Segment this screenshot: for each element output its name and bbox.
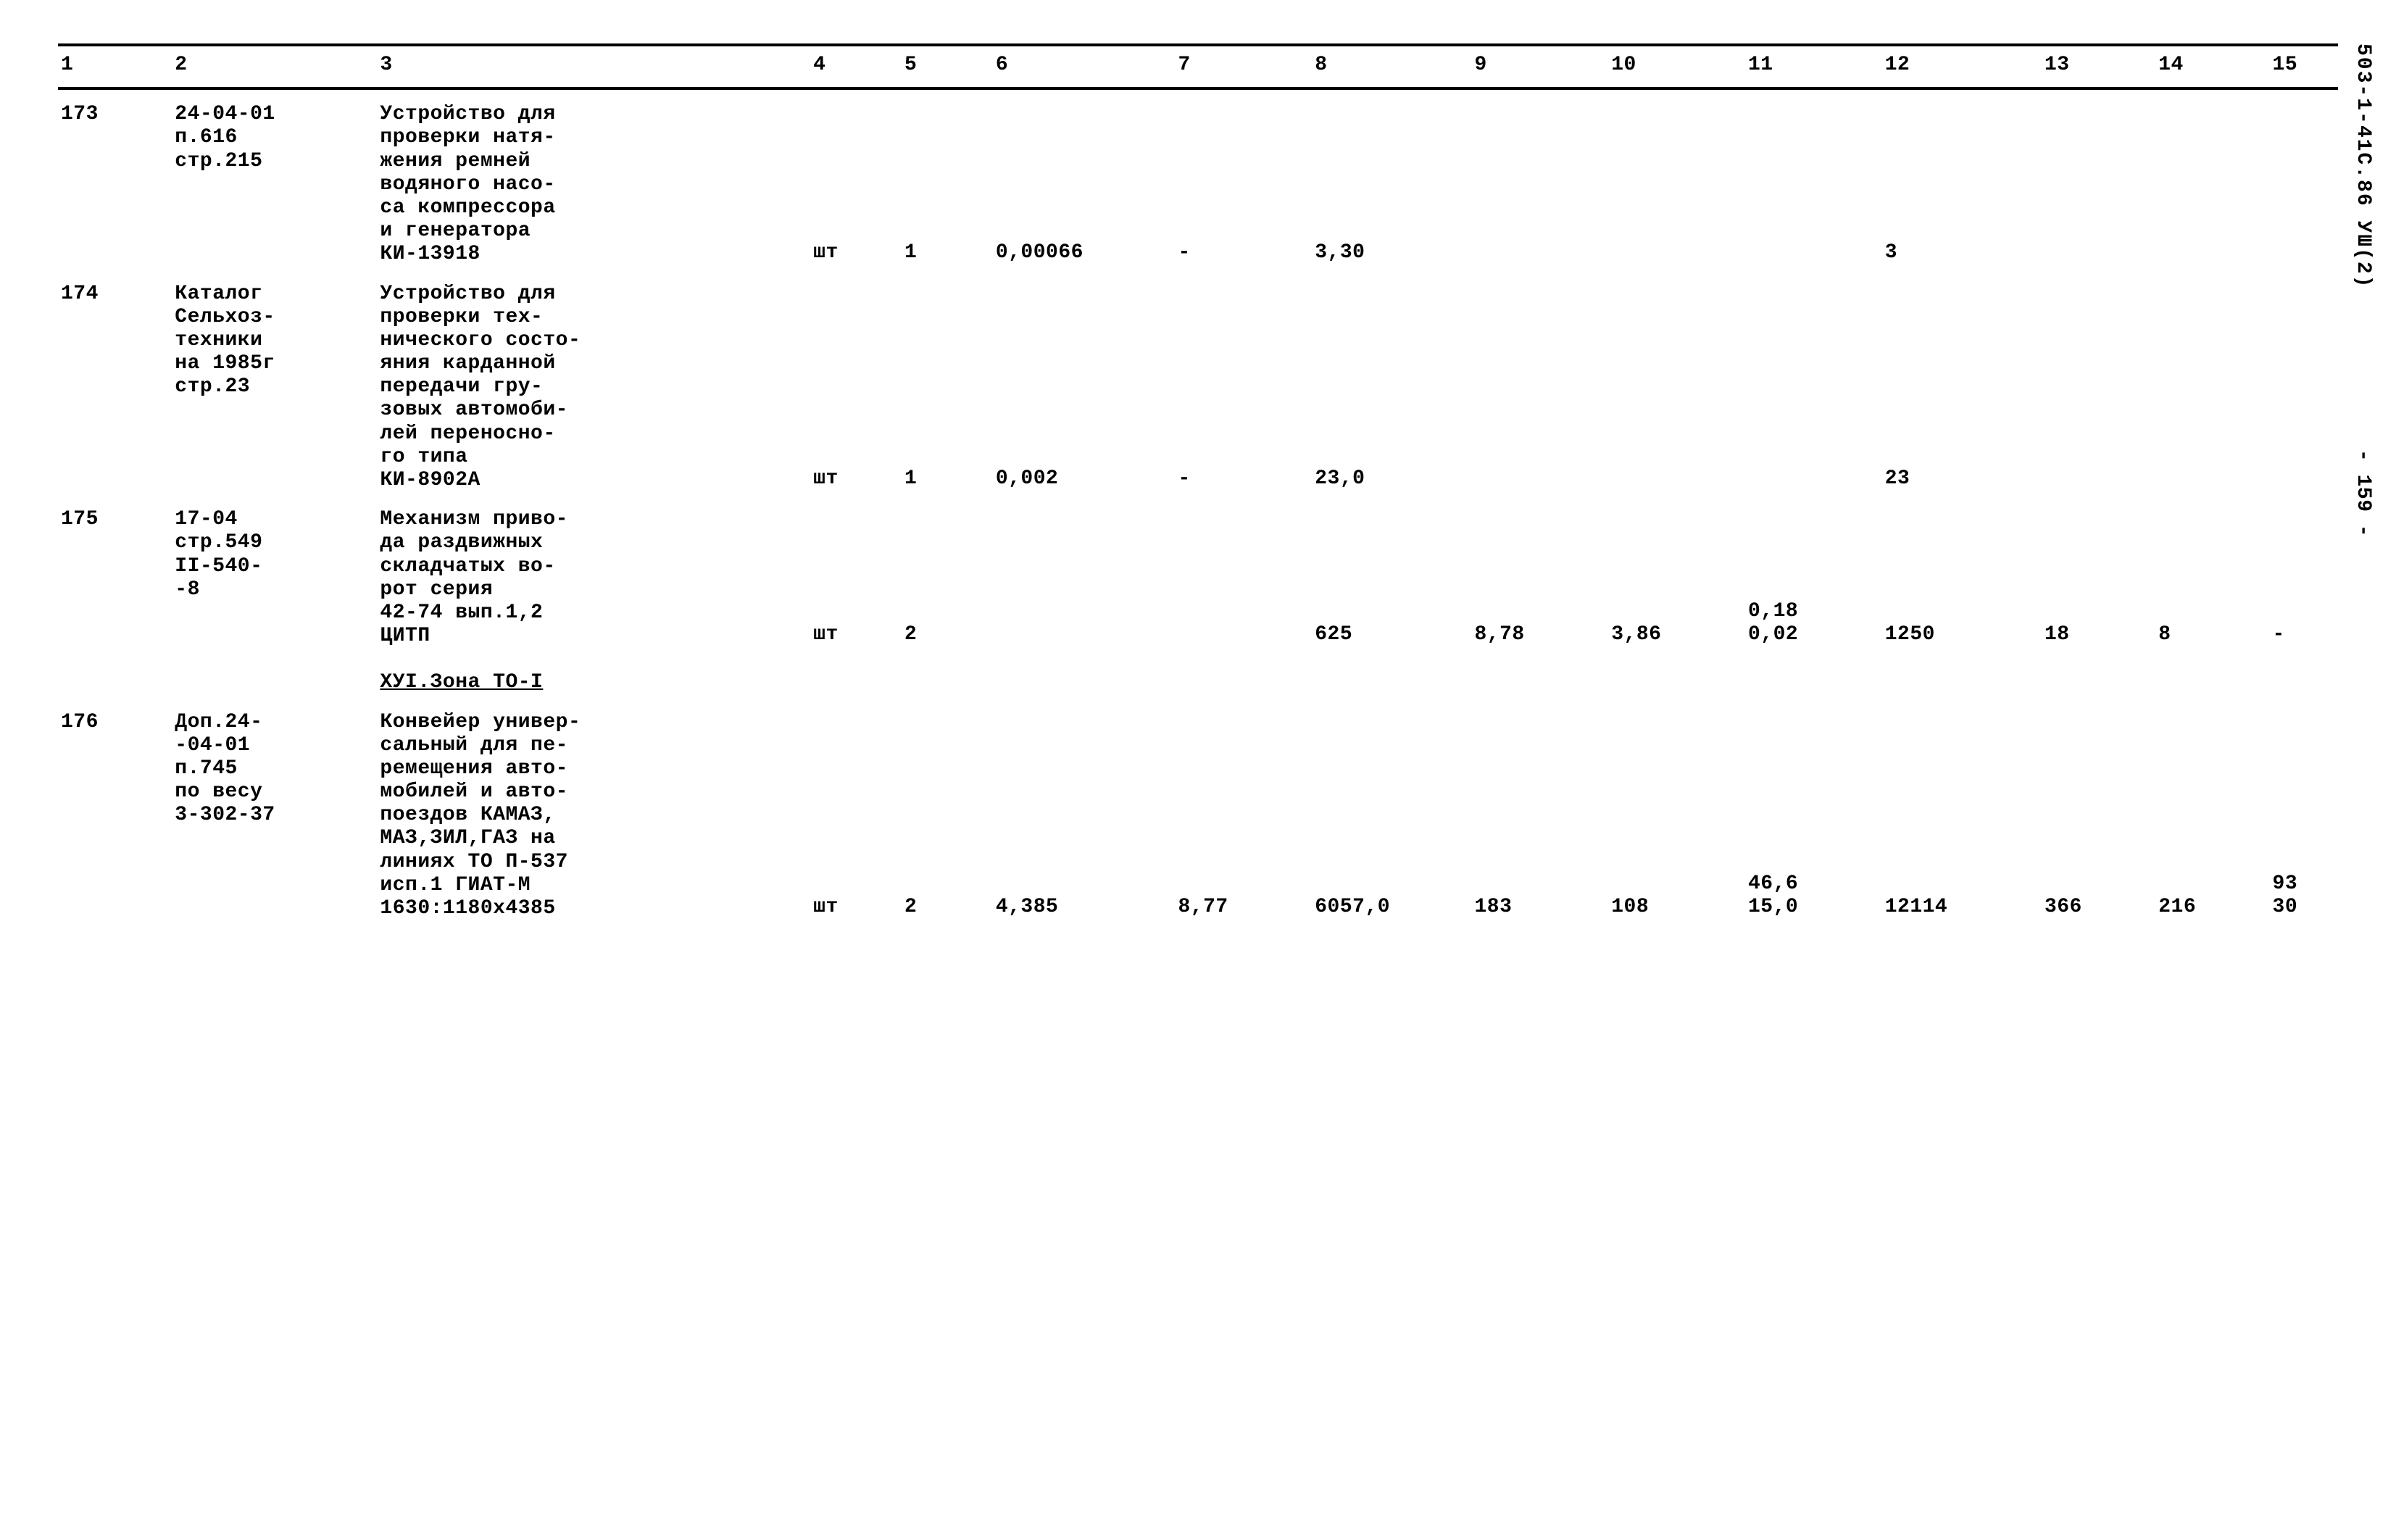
col-header-12: 12 xyxy=(1882,45,2042,88)
cell-c3: Устройство для проверки тех- нического с… xyxy=(377,270,810,496)
side-page-number: - 159 - xyxy=(2351,449,2374,537)
cell-c1: 175 xyxy=(58,495,172,651)
cell-c6: 4,385 xyxy=(993,698,1176,924)
cell-c2: Каталог Сельхоз- техники на 1985г стр.23 xyxy=(172,270,377,496)
cell-c6: 0,00066 xyxy=(993,88,1176,269)
cell-c4: шт xyxy=(810,698,902,924)
cell-c2: 24-04-01 п.616 стр.215 xyxy=(172,88,377,269)
page-wrapper: 503-1-41С.86 УШ(2) - 159 - 1 2 3 4 5 6 7… xyxy=(58,43,2338,923)
col-header-9: 9 xyxy=(1471,45,1608,88)
cell-c2: Доп.24- -04-01 п.745 по весу 3-302-37 xyxy=(172,698,377,924)
cell-c6 xyxy=(993,495,1176,651)
cell-c14: 8 xyxy=(2155,495,2269,651)
cell-c5: 1 xyxy=(902,270,993,496)
cell-c13: 18 xyxy=(2042,495,2155,651)
col-header-13: 13 xyxy=(2042,45,2155,88)
cell-c14: 216 xyxy=(2155,698,2269,924)
cell-c8: 625 xyxy=(1312,495,1471,651)
cell-c10 xyxy=(1608,88,1745,269)
cell-c4: шт xyxy=(810,88,902,269)
cell-c10 xyxy=(1608,270,1745,496)
cell-c15: 93 30 xyxy=(2270,698,2338,924)
cell-c5: 2 xyxy=(902,495,993,651)
cell-c11 xyxy=(1745,88,1882,269)
col-header-14: 14 xyxy=(2155,45,2269,88)
cell-c14 xyxy=(2155,88,2269,269)
col-header-3: 3 xyxy=(377,45,810,88)
col-header-7: 7 xyxy=(1176,45,1313,88)
cell-c8: 6057,0 xyxy=(1312,698,1471,924)
cell-c3: Устройство для проверки натя- жения ремн… xyxy=(377,88,810,269)
cell-c5: 2 xyxy=(902,698,993,924)
col-header-4: 4 xyxy=(810,45,902,88)
cell-c3: Механизм приво- да раздвижных складчатых… xyxy=(377,495,810,651)
col-header-8: 8 xyxy=(1312,45,1471,88)
cell-c2: 17-04 стр.549 II-540- -8 xyxy=(172,495,377,651)
col-header-10: 10 xyxy=(1608,45,1745,88)
cell-c6: 0,002 xyxy=(993,270,1176,496)
table-row: 174Каталог Сельхоз- техники на 1985г стр… xyxy=(58,270,2338,496)
cell-c8: 3,30 xyxy=(1312,88,1471,269)
col-header-2: 2 xyxy=(172,45,377,88)
cell-c1: 173 xyxy=(58,88,172,269)
cell-c12: 3 xyxy=(1882,88,2042,269)
cell-c7 xyxy=(1176,495,1313,651)
col-header-1: 1 xyxy=(58,45,172,88)
equipment-table: 1 2 3 4 5 6 7 8 9 10 11 12 13 14 15 1732… xyxy=(58,43,2338,923)
table-header-row: 1 2 3 4 5 6 7 8 9 10 11 12 13 14 15 xyxy=(58,45,2338,88)
cell-c1: 176 xyxy=(58,698,172,924)
side-document-code: 503-1-41С.86 УШ(2) xyxy=(2351,43,2374,288)
cell-c11: 0,18 0,02 xyxy=(1745,495,1882,651)
cell-c9 xyxy=(1471,270,1608,496)
cell-c10: 108 xyxy=(1608,698,1745,924)
cell-c1: 174 xyxy=(58,270,172,496)
col-header-11: 11 xyxy=(1745,45,1882,88)
cell-c9 xyxy=(1471,88,1608,269)
section-title: ХУI.Зона ТО-I xyxy=(380,671,543,694)
cell-empty xyxy=(58,651,172,697)
cell-c12: 12114 xyxy=(1882,698,2042,924)
cell-c7: 8,77 xyxy=(1176,698,1313,924)
cell-c7: - xyxy=(1176,88,1313,269)
cell-c8: 23,0 xyxy=(1312,270,1471,496)
cell-c4: шт xyxy=(810,495,902,651)
cell-c15 xyxy=(2270,270,2338,496)
table-row: 176Доп.24- -04-01 п.745 по весу 3-302-37… xyxy=(58,698,2338,924)
table-row: 17324-04-01 п.616 стр.215Устройство для … xyxy=(58,88,2338,269)
col-header-5: 5 xyxy=(902,45,993,88)
cell-c12: 1250 xyxy=(1882,495,2042,651)
cell-empty xyxy=(172,651,377,697)
cell-c14 xyxy=(2155,270,2269,496)
cell-c10: 3,86 xyxy=(1608,495,1745,651)
cell-c12: 23 xyxy=(1882,270,2042,496)
cell-c13: 366 xyxy=(2042,698,2155,924)
cell-c11: 46,6 15,0 xyxy=(1745,698,1882,924)
col-header-15: 15 xyxy=(2270,45,2338,88)
cell-c3: Конвейер универ- сальный для пе- ремещен… xyxy=(377,698,810,924)
cell-c15: - xyxy=(2270,495,2338,651)
cell-c11 xyxy=(1745,270,1882,496)
cell-c15 xyxy=(2270,88,2338,269)
section-title-cell: ХУI.Зона ТО-I xyxy=(377,651,2338,697)
cell-c9: 183 xyxy=(1471,698,1608,924)
cell-c13 xyxy=(2042,270,2155,496)
cell-c7: - xyxy=(1176,270,1313,496)
cell-c9: 8,78 xyxy=(1471,495,1608,651)
col-header-6: 6 xyxy=(993,45,1176,88)
cell-c5: 1 xyxy=(902,88,993,269)
table-row: 17517-04 стр.549 II-540- -8Механизм прив… xyxy=(58,495,2338,651)
table-row: ХУI.Зона ТО-I xyxy=(58,651,2338,697)
cell-c13 xyxy=(2042,88,2155,269)
cell-c4: шт xyxy=(810,270,902,496)
table-body: 17324-04-01 п.616 стр.215Устройство для … xyxy=(58,88,2338,923)
